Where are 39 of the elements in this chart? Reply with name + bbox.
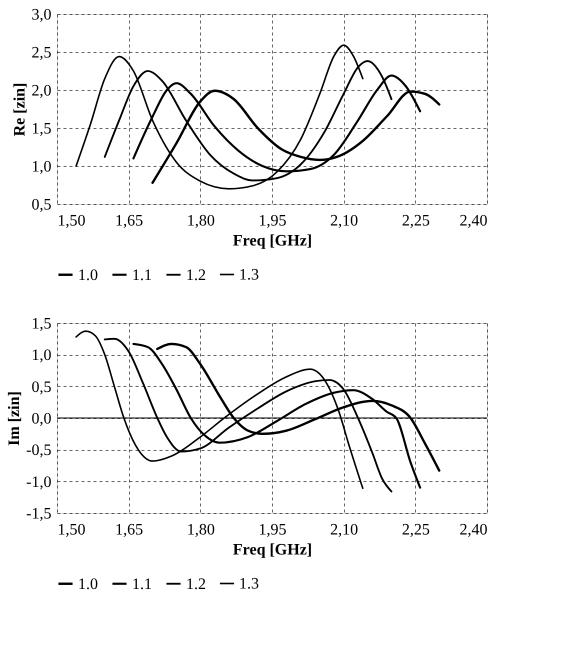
x-tick-label: 2,10 [330, 212, 358, 230]
x-axis-title: Freq [GHz] [232, 542, 312, 558]
x-tick-label: 1,95 [258, 212, 286, 230]
x-tick-label: 1,65 [115, 212, 144, 230]
x-tick-label: 2,40 [460, 212, 488, 230]
y-tick-label: 1,0 [32, 347, 52, 364]
y-axis-title: Re [zin] [12, 82, 28, 136]
x-tick-label: 1,80 [186, 212, 215, 230]
x-tick-label: 1,95 [258, 522, 286, 538]
x-tick-label: 1,50 [58, 212, 86, 230]
y-axis-title: Im [zin] [6, 391, 24, 446]
legend-label: 1.2 [186, 266, 206, 284]
legend-label: 1.1 [132, 576, 152, 593]
y-tick-label: -0,5 [26, 442, 52, 460]
legend-label: 1.3 [239, 576, 259, 592]
legend-label: 1.3 [239, 266, 259, 284]
y-tick-label: 2,5 [32, 44, 52, 62]
legend-label: 1.1 [132, 266, 152, 284]
legend-label: 1.0 [78, 266, 98, 284]
x-tick-label: 2,25 [402, 522, 430, 538]
legend-label: 1.2 [186, 576, 206, 593]
x-tick-label: 2,25 [402, 212, 430, 230]
y-tick-label: 1,0 [32, 158, 52, 176]
y-tick-label: 0,5 [32, 196, 52, 214]
x-tick-label: 1,80 [186, 522, 215, 538]
y-tick-label: 1,5 [32, 120, 52, 138]
x-tick-label: 1,65 [115, 522, 144, 538]
x-tick-label: 2,40 [460, 522, 488, 538]
y-tick-label: 2,0 [32, 82, 52, 100]
legend-label: 1.0 [78, 576, 98, 593]
y-tick-label: -1,0 [26, 474, 52, 491]
y-tick-label: 1,5 [32, 316, 52, 332]
y-tick-label: -1,5 [26, 506, 52, 522]
x-axis-title: Freq [GHz] [232, 232, 312, 250]
x-tick-label: 1,50 [58, 522, 86, 538]
x-tick-label: 2,10 [330, 522, 358, 538]
y-tick-label: 0,0 [32, 410, 52, 428]
y-tick-label: 0,5 [32, 378, 52, 396]
y-tick-label: 3,0 [32, 6, 52, 24]
